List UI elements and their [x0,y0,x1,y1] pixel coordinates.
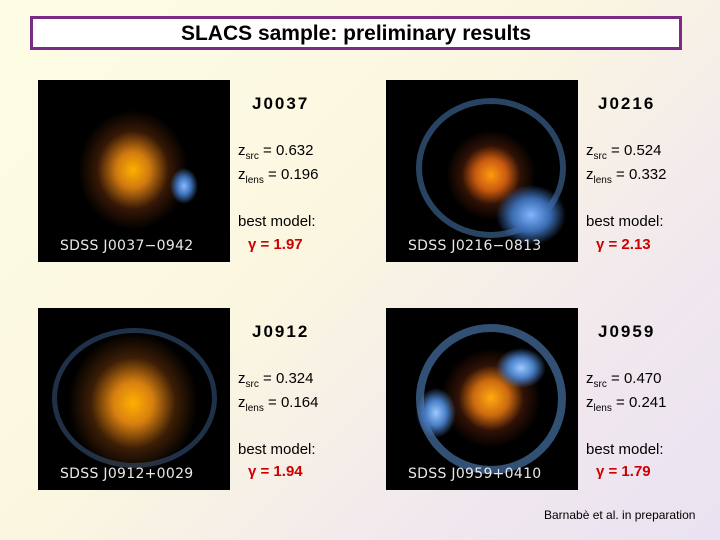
lens-name: J0037 [252,94,310,113]
lens-image-j0216: SDSS J0216−0813 [386,80,578,262]
gamma-value: γ = 1.94 [248,463,303,480]
best-model-label: best model: [238,441,316,458]
z-src-label: zsrc = 0.470 [586,370,662,390]
image-caption: SDSS J0037−0942 [60,238,194,254]
z-lens-label: zlens = 0.164 [238,394,319,414]
gamma-value: γ = 1.79 [596,463,651,480]
z-lens-label: zlens = 0.241 [586,394,667,414]
lens-name: J0912 [252,322,310,341]
z-src-label: zsrc = 0.324 [238,370,314,390]
gamma-value: γ = 2.13 [596,236,651,253]
slide-title: SLACS sample: preliminary results [30,16,682,50]
z-lens-label: zlens = 0.332 [586,166,667,186]
lens-name: J0216 [598,94,656,113]
image-caption: SDSS J0216−0813 [408,238,542,254]
image-caption: SDSS J0912+0029 [60,466,194,482]
lens-name: J0959 [598,322,656,341]
image-caption: SDSS J0959+0410 [408,466,542,482]
best-model-label: best model: [586,213,664,230]
credit-note: Barnabè et al. in preparation [544,508,696,522]
gamma-value: γ = 1.97 [248,236,303,253]
z-src-label: zsrc = 0.632 [238,142,314,162]
best-model-label: best model: [586,441,664,458]
z-src-label: zsrc = 0.524 [586,142,662,162]
z-lens-label: zlens = 0.196 [238,166,319,186]
lens-image-j0912: SDSS J0912+0029 [38,308,230,490]
lens-image-j0037: SDSS J0037−0942 [38,80,230,262]
best-model-label: best model: [238,213,316,230]
lens-image-j0959: SDSS J0959+0410 [386,308,578,490]
